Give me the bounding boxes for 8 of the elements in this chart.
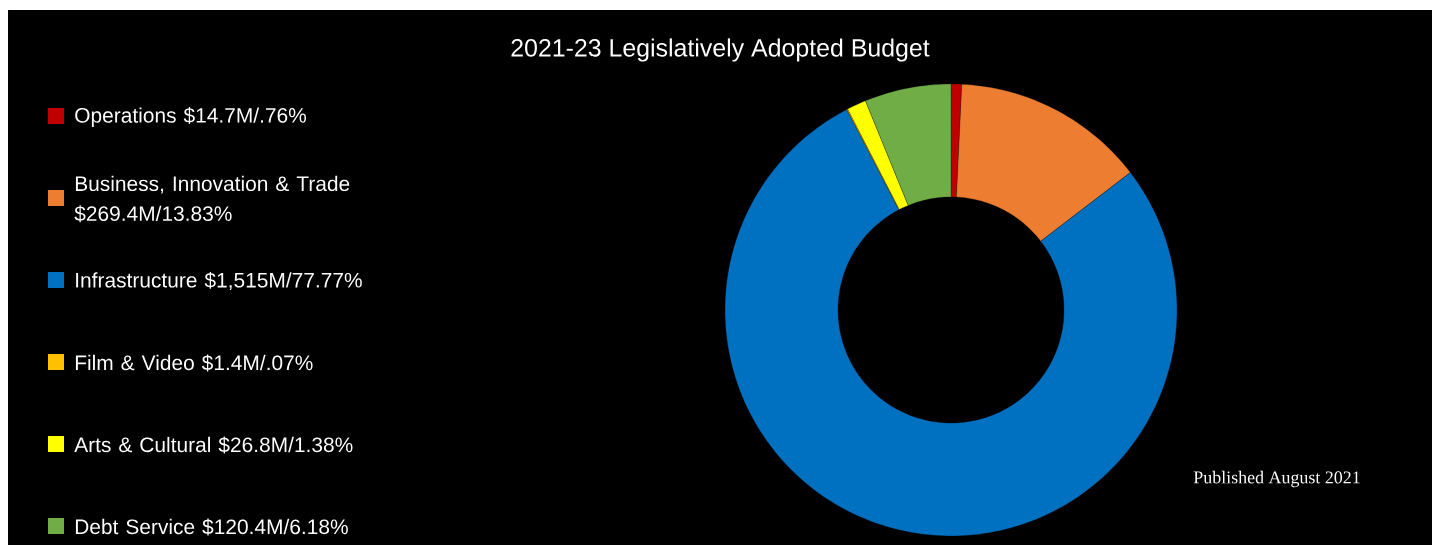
text: Published August 2021 [1193, 470, 1360, 488]
legend-label: Arts & Cultural $26.8M/1.38% [74, 436, 353, 454]
legend-label: Film & Video $1.4M/.07% [75, 354, 313, 372]
legend-label: Infrastructure $1,515M/77.77% [76, 271, 362, 291]
legend-label: Operations $14.7M/.76% [75, 107, 307, 127]
legend-label: Business, Innovation & Trade $269.4M/13.83% [74, 175, 350, 223]
chart-title: 2021-23 Legislatively Adopted Budget [511, 38, 930, 62]
legend-label: Debt Service $120.4M/6.18% [75, 518, 348, 536]
